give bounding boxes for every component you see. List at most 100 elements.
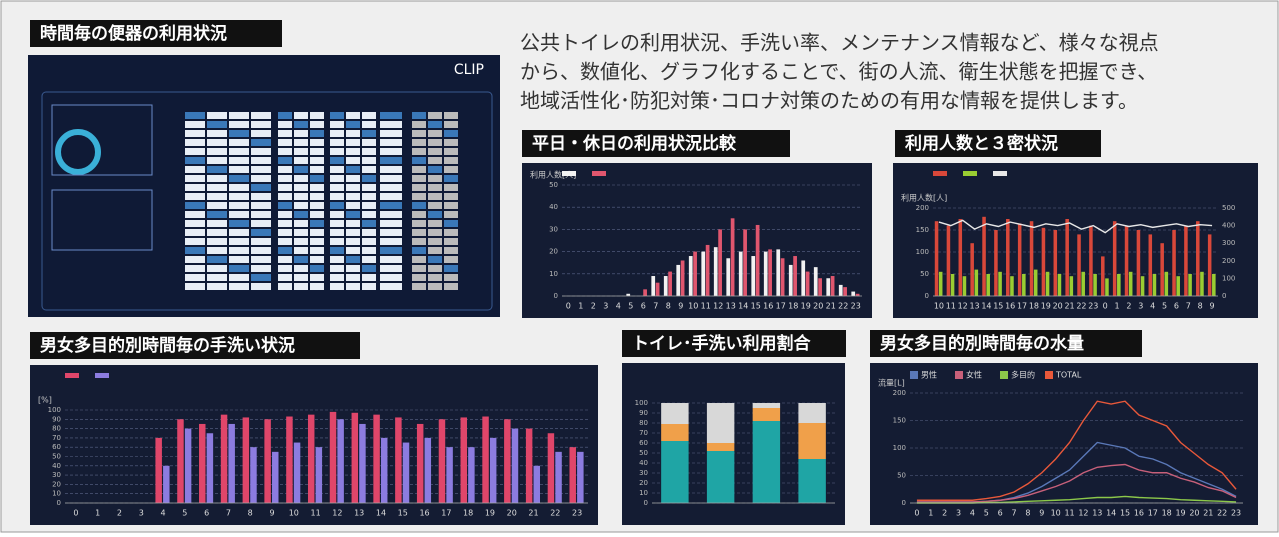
bar — [1200, 271, 1204, 296]
chart-bg — [522, 163, 872, 318]
x-tick-label: 5 — [182, 509, 187, 518]
y-axis-label: 利用人数[人] — [530, 170, 576, 180]
bar — [938, 271, 943, 296]
cell — [229, 283, 249, 290]
x-tick-label: 22 — [550, 509, 560, 518]
cell — [428, 175, 442, 182]
y-tick-label: 150 — [916, 226, 929, 234]
legend-swatch — [1000, 371, 1008, 379]
y-tick-label: 60 — [639, 439, 648, 447]
cell — [330, 202, 344, 209]
cell — [346, 166, 360, 173]
stacked-bar — [752, 403, 781, 408]
cell — [330, 121, 344, 128]
cell — [428, 112, 442, 119]
cell — [330, 112, 344, 119]
cell — [428, 139, 442, 146]
cell — [346, 220, 360, 227]
bar — [946, 225, 951, 296]
stacked-bar — [752, 421, 781, 503]
cell — [362, 112, 376, 119]
cell — [428, 184, 442, 191]
cell — [251, 202, 271, 209]
cell — [207, 148, 227, 155]
cell — [362, 121, 376, 128]
bar — [755, 224, 760, 296]
x-tick-label: 0 — [914, 509, 919, 518]
legend-label: 多目的 — [1011, 370, 1035, 380]
cell — [229, 130, 249, 137]
cell — [207, 202, 227, 209]
cell — [310, 112, 324, 119]
bar — [934, 221, 939, 296]
y-tick-label: 20 — [52, 480, 61, 488]
bar — [1152, 274, 1157, 296]
x-tick-label: 3 — [603, 302, 608, 311]
cell — [278, 256, 292, 263]
cell — [310, 202, 324, 209]
x-tick-label: 10 — [688, 302, 698, 311]
x-tick-label: 17 — [776, 302, 786, 311]
cell — [412, 229, 426, 236]
cell — [380, 283, 402, 290]
y-tick-label: 40 — [549, 203, 558, 211]
bar — [776, 249, 781, 296]
cell — [251, 112, 271, 119]
cell — [380, 139, 402, 146]
legend-swatch — [65, 373, 79, 378]
x-tick-label: 18 — [1162, 509, 1172, 518]
description: 公共トイレの利用状況、手洗い率、メンテナンス情報など、様々な視点 — [520, 31, 1159, 55]
x-tick-label: 16 — [763, 302, 773, 311]
cell — [412, 193, 426, 200]
cell — [278, 157, 292, 164]
bar — [974, 269, 979, 296]
x-tick-label: 2 — [117, 509, 122, 518]
cell — [251, 220, 271, 227]
x-tick-label: 23 — [572, 509, 582, 518]
x-tick-label: 6 — [998, 509, 1003, 518]
cell — [330, 220, 344, 227]
cell — [278, 193, 292, 200]
bar — [1128, 271, 1133, 296]
cell — [207, 274, 227, 281]
bar — [838, 284, 843, 296]
cell — [346, 211, 360, 218]
x-tick-label: 9 — [1210, 302, 1215, 311]
cell — [412, 220, 426, 227]
x-tick-label: 17 — [441, 509, 451, 518]
bar — [1057, 274, 1062, 296]
y-axis-label: [%] — [38, 396, 52, 405]
widget — [51, 104, 153, 176]
cell — [380, 184, 402, 191]
cell — [362, 274, 376, 281]
bar — [1093, 274, 1097, 296]
cell — [278, 220, 292, 227]
bar — [177, 419, 184, 503]
cell — [444, 202, 458, 209]
cell — [207, 256, 227, 263]
bar — [655, 282, 660, 296]
title-box — [522, 130, 790, 157]
bar — [380, 437, 388, 503]
cell — [362, 283, 376, 290]
bar — [1041, 227, 1046, 296]
bar — [676, 264, 681, 296]
cell — [346, 247, 360, 254]
cell — [294, 256, 308, 263]
y2-tick-label: 200 — [1222, 257, 1235, 265]
bar — [1069, 276, 1074, 296]
x-tick-label: 13 — [969, 302, 979, 311]
x-tick-label: 8 — [1198, 302, 1203, 311]
x-tick-label: 0 — [73, 509, 78, 518]
bar — [272, 451, 279, 503]
x-tick-label: 18 — [463, 509, 473, 518]
x-tick-label: 12 — [713, 302, 723, 311]
cell — [294, 202, 308, 209]
y-tick-label: 80 — [52, 425, 61, 433]
bar — [801, 260, 806, 296]
x-tick-label: 0 — [1103, 302, 1108, 311]
cell — [362, 184, 376, 191]
bar — [1148, 234, 1153, 296]
cell — [362, 265, 376, 272]
